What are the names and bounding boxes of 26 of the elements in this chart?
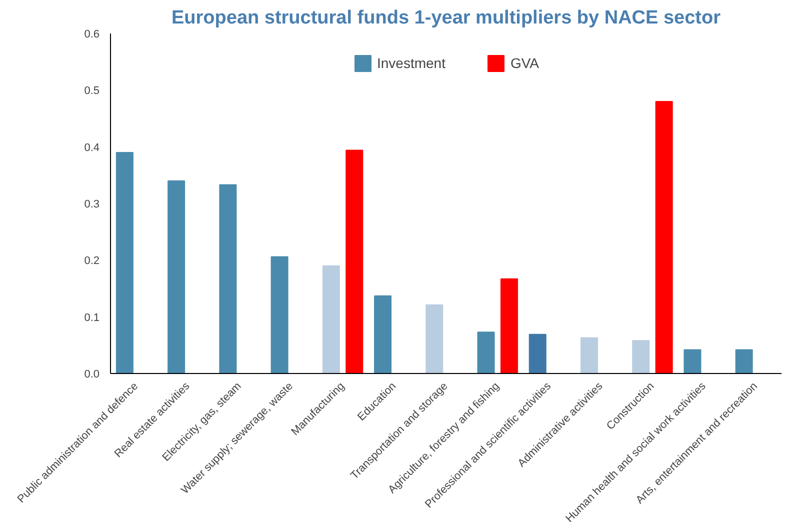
bar — [116, 152, 134, 374]
legend-label: GVA — [510, 55, 540, 71]
y-tick-label: 0.2 — [84, 255, 100, 268]
bar — [346, 150, 364, 374]
bar — [426, 304, 444, 374]
chart-title: European structural funds 1-year multipliers by NACE sector — [171, 8, 722, 28]
y-tick-label: 0.1 — [84, 312, 100, 324]
bar — [477, 332, 495, 374]
bar — [684, 349, 702, 374]
bar — [655, 101, 673, 374]
bar — [374, 295, 392, 374]
y-tick-label: 0.3 — [84, 198, 100, 210]
y-tick-label: 0.0 — [84, 368, 100, 380]
bar — [168, 180, 186, 374]
y-tick-label: 0.5 — [84, 85, 100, 98]
bar — [528, 334, 546, 374]
bar — [219, 184, 237, 374]
y-tick-label: 0.6 — [84, 28, 100, 40]
bar — [270, 256, 288, 374]
legend-label: Investment — [376, 55, 446, 71]
y-tick-label: 0.4 — [84, 142, 100, 154]
bar — [632, 340, 650, 374]
bar — [580, 337, 598, 374]
bar — [500, 278, 518, 374]
bar — [735, 349, 753, 374]
bar — [322, 265, 340, 374]
